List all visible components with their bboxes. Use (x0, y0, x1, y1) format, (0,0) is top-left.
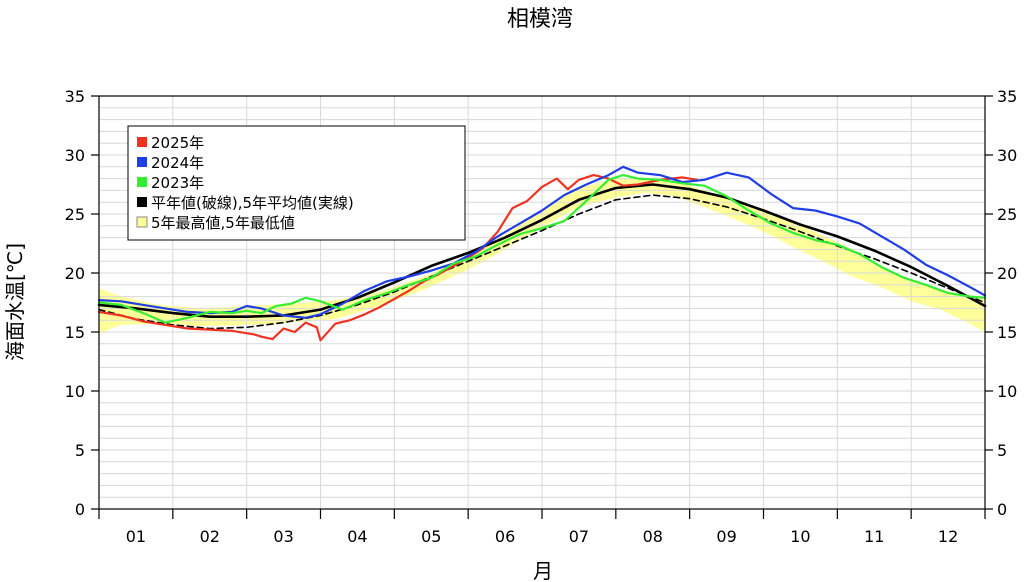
x-tick-label: 03 (273, 527, 293, 546)
y-tick-label-right: 35 (997, 87, 1017, 106)
x-tick-label: 10 (790, 527, 810, 546)
legend-swatch (137, 197, 147, 207)
x-tick-label: 12 (938, 527, 958, 546)
series-line-1 (97, 183, 987, 318)
y-tick-label: 35 (65, 87, 85, 106)
y-tick-label-right: 5 (997, 441, 1007, 460)
legend-box (127, 125, 466, 241)
y-tick-label: 10 (65, 382, 85, 401)
x-tick-label: 07 (569, 527, 589, 546)
y-tick-label: 25 (65, 205, 85, 224)
legend-swatch (137, 137, 147, 147)
x-tick-label: 06 (495, 527, 515, 546)
x-tick-label: 08 (643, 527, 663, 546)
y-tick-label: 30 (65, 146, 85, 165)
x-axis-label: 月 (533, 559, 553, 582)
legend-label: 2023年 (151, 174, 204, 192)
chart-title: 相模湾 (507, 7, 573, 32)
y-tick-label-right: 15 (997, 323, 1017, 342)
y-tick-label-right: 20 (997, 264, 1017, 283)
y-tick-label: 0 (75, 500, 85, 519)
y-tick-label: 15 (65, 323, 85, 342)
legend-label: 平年値(破線),5年平均値(実線) (151, 194, 354, 212)
legend-label: 5年最高値,5年最低値 (151, 214, 295, 232)
series-line-2 (97, 174, 699, 342)
series-line-3 (97, 165, 987, 319)
y-tick-label: 20 (65, 264, 85, 283)
x-tick-label: 02 (200, 527, 220, 546)
y-tick-label-right: 25 (997, 205, 1017, 224)
legend-label: 2025年 (151, 134, 204, 152)
x-tick-label: 05 (421, 527, 441, 546)
y-tick-label-right: 0 (997, 500, 1007, 519)
y-tick-label-right: 10 (997, 382, 1017, 401)
legend-swatch (136, 216, 148, 228)
y-tick-label: 5 (75, 441, 85, 460)
x-tick-label: 09 (716, 527, 736, 546)
series-line-0 (98, 194, 986, 330)
x-tick-label: 01 (126, 527, 146, 546)
y-tick-label-right: 30 (997, 146, 1017, 165)
x-tick-label: 04 (347, 527, 367, 546)
x-tick-label: 11 (864, 527, 884, 546)
y-axis-label: 海面水温[℃] (3, 243, 27, 361)
legend-swatch (137, 177, 147, 187)
series-line-4 (97, 174, 987, 324)
legend-swatch (137, 157, 147, 167)
legend-label: 2024年 (151, 154, 204, 172)
